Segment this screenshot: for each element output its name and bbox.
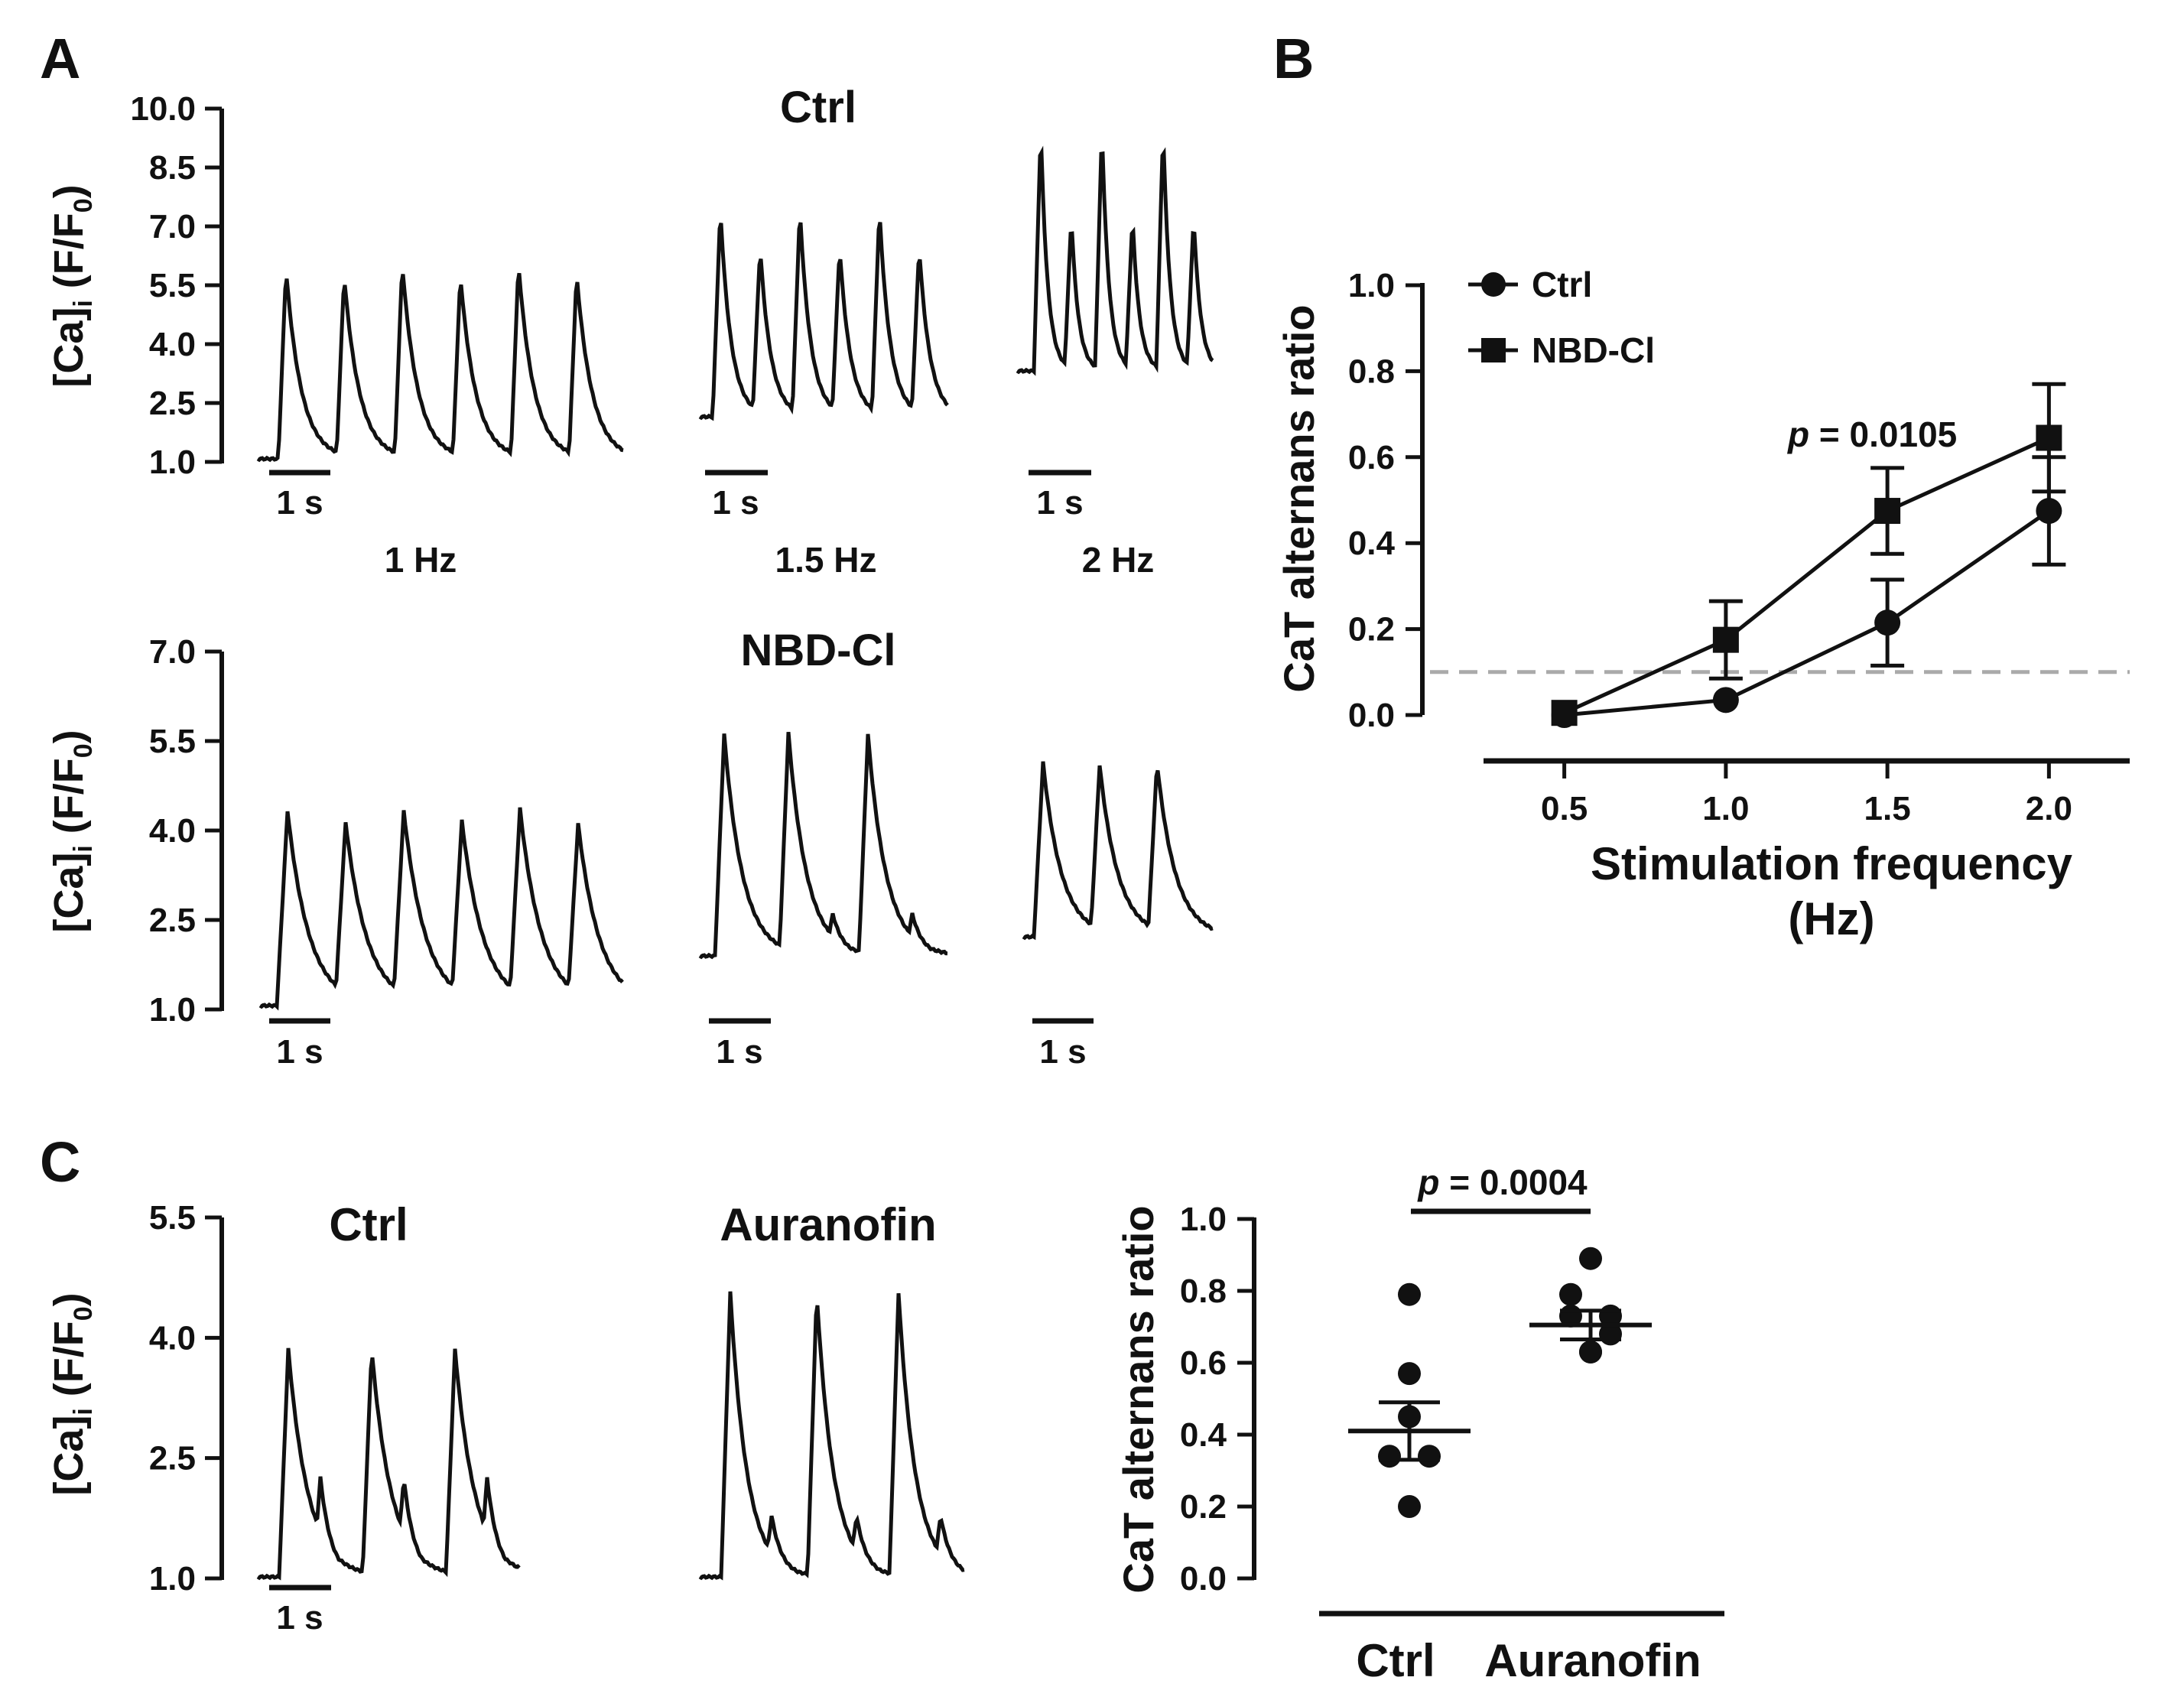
- c-trace-ytick-tick-label: 1.0: [149, 1560, 196, 1598]
- a-ctrl-ytick-tick-label: 2.5: [149, 385, 196, 422]
- scale-bar-label-c: 1 s: [276, 1599, 323, 1637]
- c-ytick-label: 0.2: [1180, 1488, 1227, 1526]
- trace-c-ctrl: [256, 1347, 521, 1581]
- freq-label-1-5hz: 1.5 Hz: [775, 540, 877, 580]
- panel-a-nbd-traces: 1.0 2.5 4.0 5.5 7.0 NBD-Cl 1 s 1 s 1 s: [149, 626, 1214, 1071]
- c-ytick-label: 0.8: [1180, 1273, 1227, 1310]
- c-ytick-label: 1.0: [1180, 1201, 1227, 1238]
- a-nbd-ytick-tick-label: 7.0: [149, 633, 196, 671]
- c-ylabel: CaT alternans ratio: [1114, 1205, 1162, 1593]
- panel-c-traces: 1.0 2.5 4.0 5.5 Ctrl Auranofin 1 s: [149, 1199, 965, 1637]
- panel-b-chart: 0.0 0.2 0.4 0.6 0.8 1.0 0.5 1.0 1.5 2.0 Ctrl NBD…: [1275, 265, 2130, 944]
- trace-ctrl-1-5hz: [698, 222, 949, 421]
- point-ctrl: [1398, 1495, 1421, 1518]
- a-ctrl-ytick-tick-label: 4.0: [149, 326, 196, 363]
- c-ytick-label: 0.0: [1180, 1560, 1227, 1598]
- trace-ctrl-1hz: [256, 272, 624, 463]
- a-nbd-ytick-tick-label: 4.0: [149, 812, 196, 850]
- b-ytick-label: 0.6: [1348, 439, 1395, 476]
- b-ytick-label: 0.2: [1348, 611, 1395, 648]
- series-line-ctrl: [1564, 509, 2050, 717]
- series-line-nbd-cl: [1563, 436, 2050, 715]
- point-nbd-cl: [1712, 626, 1739, 653]
- b-ytick-label: 0.0: [1348, 697, 1395, 734]
- c-ytick-label: 0.4: [1180, 1416, 1227, 1454]
- scale-bar-label-ctrl-1-5hz: 1 s: [712, 484, 759, 522]
- legend-ctrl-marker: [1481, 272, 1506, 297]
- c-trace-ytick-tick-label: 5.5: [149, 1199, 196, 1237]
- a-nbd-ytick-tick-label: 1.0: [149, 991, 196, 1029]
- point-auranofin: [1579, 1247, 1602, 1270]
- freq-label-1hz: 1 Hz: [385, 540, 457, 580]
- a-nbd-ytick-tick-label: 2.5: [149, 902, 196, 939]
- c-trace-ytick-tick-label: 4.0: [149, 1319, 196, 1357]
- legend-nbd-label: NBD-Cl: [1532, 330, 1655, 370]
- b-xtick-label: 1.5: [1864, 790, 1911, 827]
- c-ctrl-title: Ctrl: [329, 1199, 408, 1250]
- a-nbd-ylabel: [Ca]i (F/F0): [46, 730, 98, 932]
- c-category-auranofin: Auranofin: [1484, 1635, 1701, 1686]
- point-nbd-cl: [1551, 700, 1578, 726]
- c-ytick-label: 0.6: [1180, 1344, 1227, 1382]
- point-ctrl: [1398, 1362, 1421, 1386]
- point-nbd-cl: [2036, 424, 2062, 451]
- c-p-value: p = 0.0004: [1416, 1162, 1588, 1202]
- panel-label-c: C: [40, 1130, 80, 1194]
- point-auranofin: [1579, 1340, 1602, 1364]
- legend-nbd-marker: [1481, 338, 1506, 362]
- a-ctrl-ytick-tick-label: 7.0: [149, 208, 196, 245]
- point-ctrl: [1398, 1282, 1421, 1306]
- trace-c-auranofin: [698, 1291, 965, 1581]
- scale-bar-label-nbd-1-5hz: 1 s: [716, 1033, 762, 1071]
- a-ctrl-ylabel: [Ca]i (F/F0): [46, 184, 98, 387]
- point-ctrl: [1712, 687, 1739, 713]
- scale-bar-label-ctrl-1hz: 1 s: [276, 484, 323, 522]
- panel-label-b: B: [1273, 27, 1314, 90]
- c-category-ctrl: Ctrl: [1356, 1635, 1435, 1686]
- b-xtick-label: 0.5: [1541, 790, 1588, 827]
- a-nbd-ytick-tick-label: 5.5: [149, 723, 196, 760]
- a-ctrl-ytick-tick-label: 8.5: [149, 149, 196, 187]
- trace-nbd-2hz: [1022, 761, 1214, 941]
- point-ctrl: [1378, 1445, 1401, 1468]
- trace-ctrl-2hz: [1016, 145, 1214, 376]
- scale-bar-label-nbd-1hz: 1 s: [276, 1033, 323, 1071]
- point-auranofin: [1559, 1282, 1582, 1306]
- panel-c-scatter: 0.0 0.2 0.4 0.6 0.8 1.0 p = 0.0004 CaT altern…: [1114, 1162, 1724, 1686]
- panel-a-ctrl-traces: 1.02.54.05.57.08.510.0 Ctrl 1 Hz 1.5 Hz …: [130, 83, 1214, 580]
- trace-nbd-1hz: [258, 807, 624, 1011]
- legend-ctrl-label: Ctrl: [1532, 265, 1592, 304]
- b-xlabel-line2: (Hz): [1788, 893, 1874, 944]
- trace-nbd-1-5hz: [698, 731, 948, 960]
- b-ytick-label: 1.0: [1348, 267, 1395, 304]
- a-ctrl-ytick-tick-label: 5.5: [149, 267, 196, 304]
- b-xlabel-line1: Stimulation frequency: [1591, 838, 2073, 889]
- b-p-value: p = 0.0105: [1786, 414, 1957, 454]
- b-ytick-label: 0.4: [1348, 525, 1396, 562]
- point-nbd-cl: [1874, 498, 1901, 525]
- b-ylabel: CaT alternans ratio: [1275, 304, 1323, 692]
- freq-label-2hz: 2 Hz: [1082, 540, 1155, 580]
- scale-bar-label-nbd-2hz: 1 s: [1039, 1033, 1086, 1071]
- a-nbd-title: NBD-Cl: [741, 626, 896, 675]
- c-auranofin-title: Auranofin: [720, 1199, 936, 1250]
- a-ctrl-title: Ctrl: [780, 83, 856, 132]
- b-ytick-label: 0.8: [1348, 353, 1395, 390]
- point-ctrl: [1874, 609, 1901, 636]
- scale-bar-label-ctrl-2hz: 1 s: [1036, 484, 1083, 522]
- c-traces-ylabel: [Ca]i (F/F0): [46, 1292, 98, 1495]
- a-ctrl-ytick-tick-label: 10.0: [130, 90, 196, 128]
- b-xtick-label: 2.0: [2026, 790, 2072, 827]
- b-xtick-label: 1.0: [1702, 790, 1749, 827]
- point-ctrl: [2036, 498, 2062, 525]
- point-ctrl: [1418, 1445, 1441, 1468]
- panel-label-a: A: [40, 27, 80, 90]
- c-trace-ytick-tick-label: 2.5: [149, 1440, 196, 1477]
- a-ctrl-ytick-tick-label: 1.0: [149, 444, 196, 481]
